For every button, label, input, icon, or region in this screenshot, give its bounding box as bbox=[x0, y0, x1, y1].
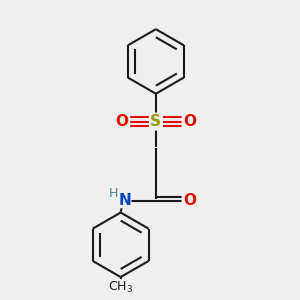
Text: O: O bbox=[116, 114, 129, 129]
Text: CH$_3$: CH$_3$ bbox=[108, 280, 133, 296]
Text: H: H bbox=[109, 187, 118, 200]
Text: N: N bbox=[119, 193, 131, 208]
Text: O: O bbox=[183, 114, 196, 129]
Text: S: S bbox=[150, 114, 161, 129]
Text: O: O bbox=[183, 193, 196, 208]
